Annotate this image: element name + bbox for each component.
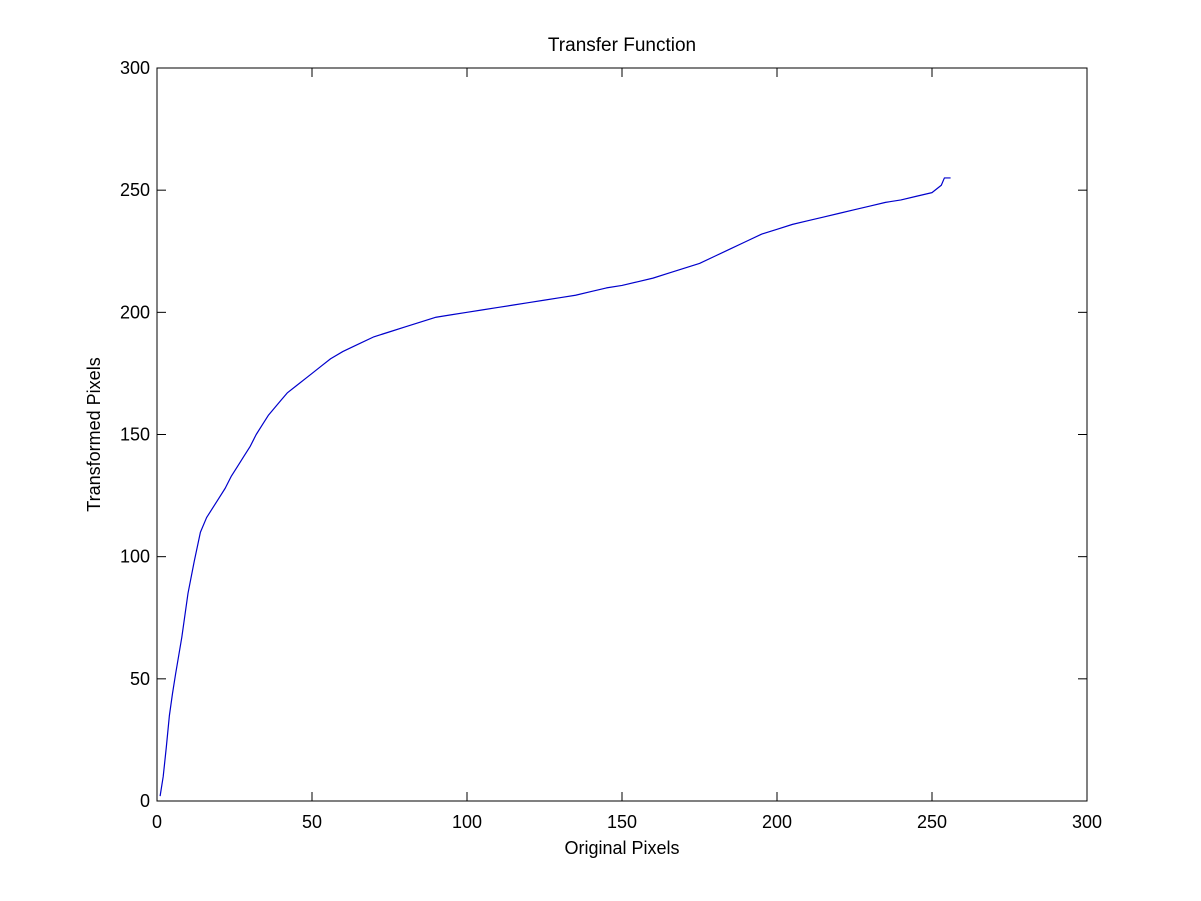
- series-layer: [159, 177, 951, 797]
- plot-area-frame: [156, 67, 1088, 802]
- y-tick-label: 0: [140, 791, 150, 811]
- x-tick-label: 100: [452, 812, 482, 832]
- x-tick-label: 300: [1072, 812, 1102, 832]
- y-tick-label: 50: [130, 669, 150, 689]
- x-tick-label: 150: [607, 812, 637, 832]
- x-axis-ticks: 0 50 100 150 200 250 300: [152, 68, 1102, 832]
- y-axis-title: Transformed Pixels: [84, 357, 104, 511]
- y-tick-label: 150: [120, 425, 150, 445]
- y-axis-ticks: 0 50 100 150 200 250 300: [120, 58, 1087, 811]
- series-line-0: [159, 177, 951, 797]
- y-tick-label: 200: [120, 302, 150, 322]
- y-tick-label: 100: [120, 547, 150, 567]
- x-axis-title: Original Pixels: [564, 838, 679, 858]
- x-tick-label: 0: [152, 812, 162, 832]
- x-tick-label: 50: [302, 812, 322, 832]
- y-tick-label: 250: [120, 180, 150, 200]
- x-tick-label: 250: [917, 812, 947, 832]
- chart-title: Transfer Function: [548, 35, 696, 56]
- x-tick-label: 200: [762, 812, 792, 832]
- y-tick-label: 300: [120, 58, 150, 78]
